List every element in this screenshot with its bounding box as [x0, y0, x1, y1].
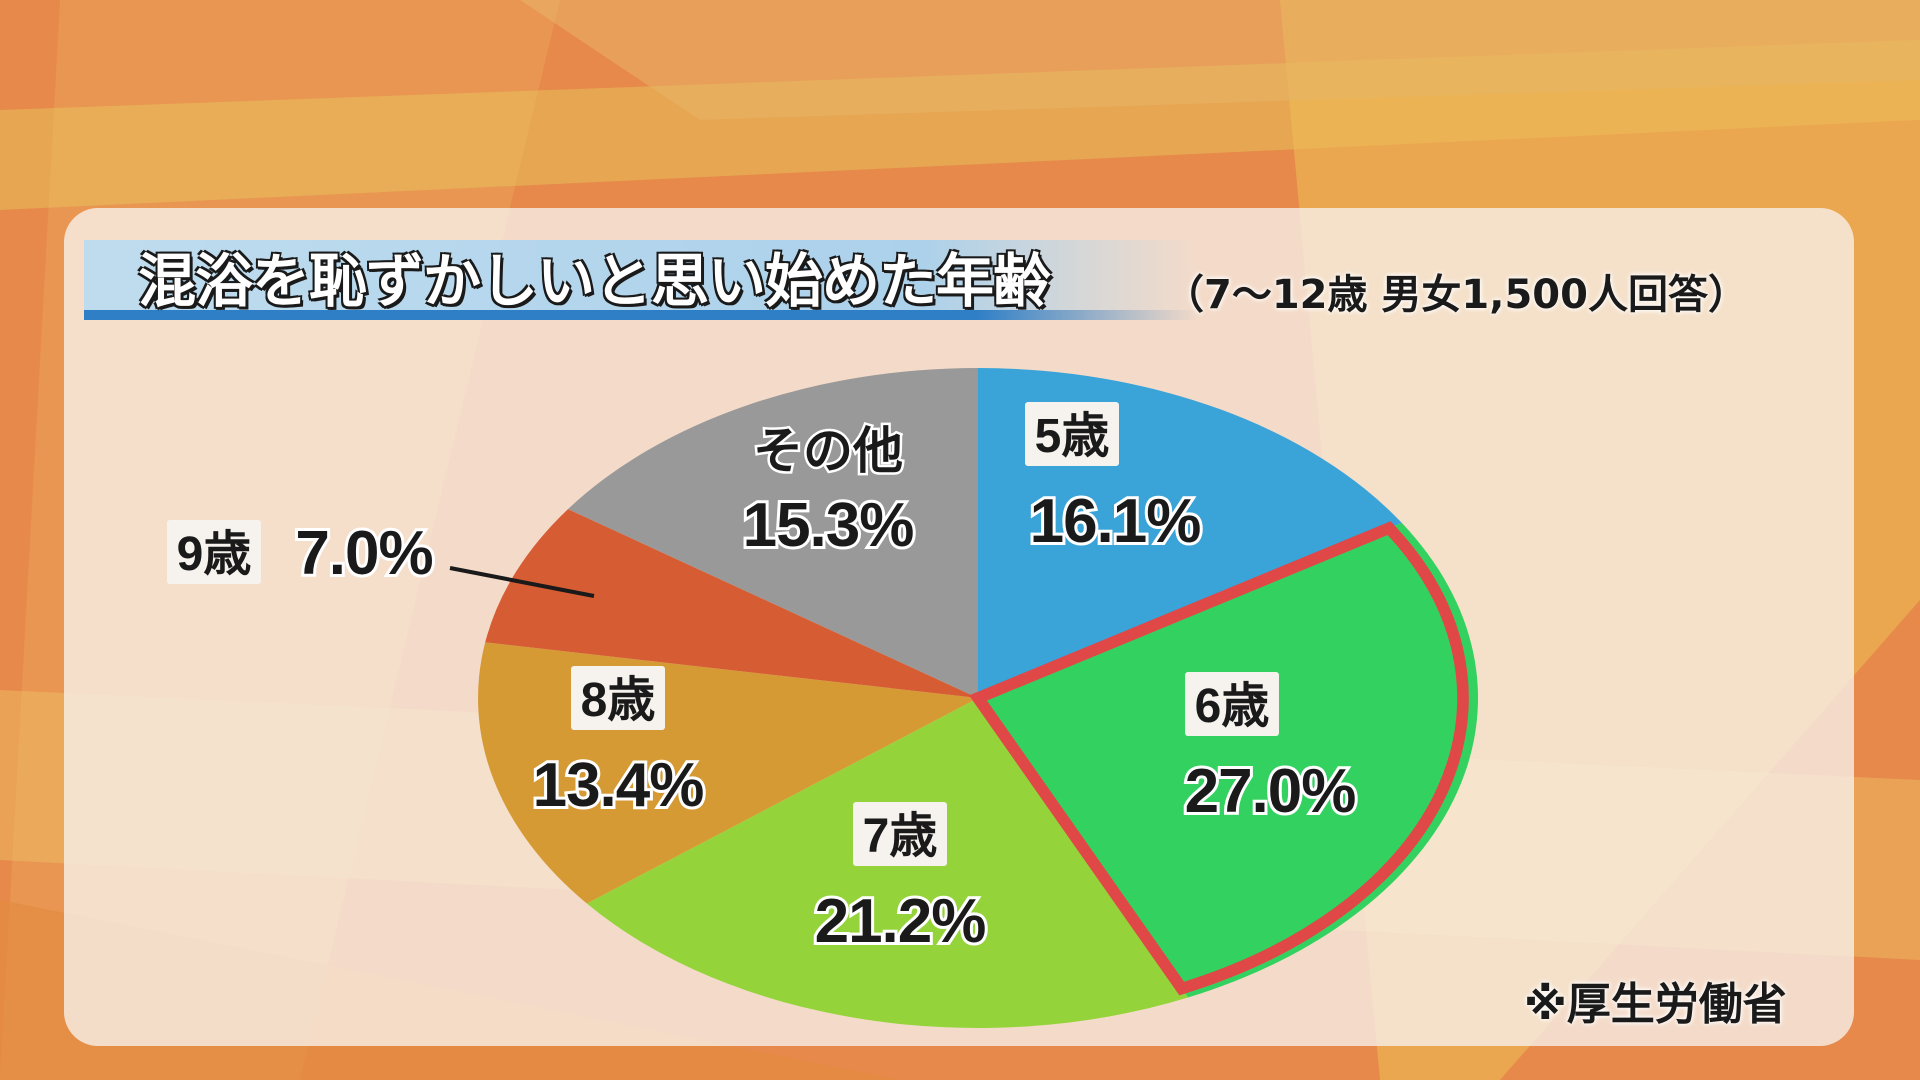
category-label-box [167, 520, 261, 584]
category-label-box [571, 666, 665, 730]
title-bar [84, 240, 1200, 320]
slice-category-label: 7歳 [863, 810, 938, 863]
slice-category-label: 6歳 [1195, 680, 1270, 733]
slice-value-label: 21.2% [815, 887, 986, 956]
slice-label-5: 9歳 7.0% [167, 516, 595, 598]
chart-subtitle: （7～12歳 男女1,500人回答） [1164, 272, 1748, 318]
pie-slice-5 [485, 509, 978, 698]
slice-category-label: 5歳 [1035, 410, 1110, 463]
pie-slice-6 [568, 368, 978, 698]
slice-value-label: 7.0% [295, 519, 432, 588]
source-note: ※厚生労働省 [1524, 979, 1787, 1030]
slice-label-3: 7歳 21.2% [812, 802, 989, 959]
slice-category-label: 8歳 [581, 674, 656, 727]
slice-label-2: 6歳 27.0% [1182, 672, 1359, 829]
slice-label-6: その他 15.3% [740, 420, 918, 564]
slice-label-1: 5歳 16.1% [1025, 402, 1204, 559]
category-label-box [853, 802, 947, 866]
category-label-box [1185, 672, 1279, 736]
slice-category-label: 9歳 [177, 528, 252, 581]
slice-value-label: 27.0% [1185, 757, 1356, 826]
slice-value-label: 15.3% [743, 491, 914, 560]
pie-slice-2 [978, 522, 1479, 998]
slice-value-label: 13.4% [533, 751, 704, 820]
slice-category-label: その他 [753, 422, 903, 480]
highlight-border [969, 521, 1469, 996]
leader-line [449, 566, 595, 598]
slice-label-4: 8歳 13.4% [530, 666, 707, 823]
chart-title: 混浴を恥ずかしいと思い始めた年齢 [138, 247, 1051, 315]
category-label-box [1025, 402, 1119, 466]
slice-value-label: 16.1% [1030, 487, 1201, 556]
